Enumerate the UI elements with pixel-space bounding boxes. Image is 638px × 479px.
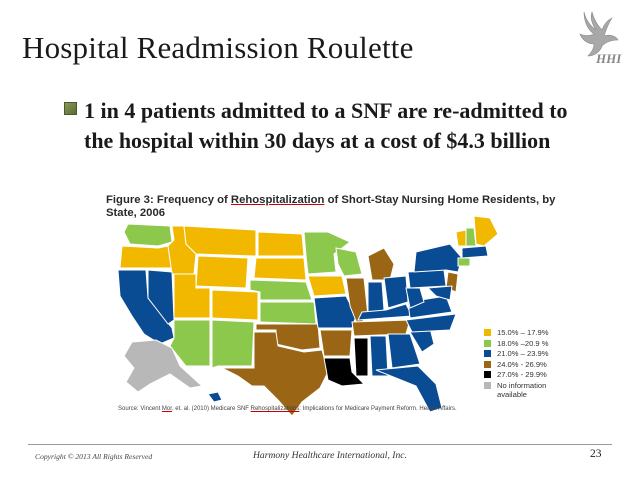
figure-source: Source: Vincent Mor, et. al. (2010) Medi… — [118, 406, 538, 413]
legend-label: 15.0% – 17.9% — [497, 328, 549, 337]
legend-label: No information available — [497, 380, 547, 399]
footer-company: Harmony Healthcare International, Inc. — [253, 450, 407, 461]
state-pennsylvania — [407, 269, 447, 289]
state-north-dakota — [257, 231, 305, 257]
legend-item: 21.0% – 23.9% — [484, 349, 594, 360]
state-michigan — [367, 247, 395, 281]
state-mississippi — [353, 337, 369, 377]
state-north-carolina — [405, 313, 457, 333]
legend-label: 24.0% - 26.9% — [497, 359, 547, 369]
state-ohio — [383, 275, 409, 309]
source-highlight-2: Rehospitalizations — [250, 406, 300, 412]
source-part-3: : Implications for Medicare Payment Refo… — [299, 406, 457, 412]
footer-copyright: Copyright © 2013 All Rights Reserved — [35, 452, 153, 461]
state-indiana — [367, 281, 385, 315]
bullet-square-icon — [64, 102, 77, 115]
state-new-mexico — [211, 319, 255, 369]
state-maryland — [426, 285, 453, 301]
legend-item: 27.0% - 29.9% — [484, 370, 594, 381]
state-iowa — [307, 275, 347, 297]
state-texas — [221, 331, 329, 416]
state-nebraska — [249, 279, 313, 301]
state-georgia — [387, 333, 421, 369]
caption-part-1: Figure 3: Frequency of — [106, 194, 231, 206]
caption-highlight: Rehospitalization — [230, 194, 325, 206]
state-colorado — [211, 289, 259, 321]
source-part-1: Source: Vincent — [118, 406, 162, 412]
state-wyoming — [195, 255, 249, 289]
state-arizona — [169, 319, 211, 367]
legend-label: 18.0% –20.9 % — [497, 338, 549, 348]
state-new-york — [413, 243, 463, 273]
state-oregon — [119, 245, 173, 269]
state-maine — [473, 216, 499, 247]
state-new-hampshire — [465, 227, 477, 247]
state-alaska — [123, 339, 204, 393]
bullet-text: 1 in 4 patients admitted to a SNF are re… — [84, 98, 568, 153]
state-minnesota — [303, 231, 351, 275]
state-louisiana — [323, 357, 366, 387]
legend-swatch — [484, 360, 491, 368]
us-state-map — [117, 216, 499, 416]
source-highlight-1: Mor — [161, 406, 172, 412]
map-legend: 15.0% – 17.9% 18.0% –20.9 % 21.0% – 23.9… — [484, 328, 594, 399]
slide-title: Hospital Readmission Roulette — [22, 30, 414, 65]
footer-divider — [28, 444, 612, 445]
legend-item: 18.0% –20.9 % — [484, 339, 594, 350]
page-number: 23 — [590, 448, 602, 460]
state-kansas — [259, 301, 317, 325]
state-wisconsin — [335, 247, 363, 277]
state-california — [117, 269, 175, 345]
caption-part-2: of Short-Stay Nursing Home Residents, by… — [106, 194, 556, 219]
state-vermont — [455, 229, 467, 247]
legend-swatch — [484, 381, 491, 389]
state-massachusetts — [461, 245, 489, 259]
logo-text: HHI — [595, 51, 622, 66]
legend-swatch — [484, 329, 491, 336]
state-montana — [183, 225, 257, 257]
legend-item: No information available — [484, 381, 594, 399]
state-south-dakota — [253, 257, 307, 281]
state-hawaii — [207, 391, 223, 403]
legend-swatch — [484, 339, 491, 347]
rehospitalization-figure: Figure 3: Frequency of Rehospitalization… — [106, 194, 586, 416]
state-washington — [123, 223, 173, 247]
state-nevada — [147, 269, 175, 325]
legend-item: 15.0% – 17.9% — [484, 328, 594, 339]
source-part-2: , et. al. (2010) Medicare SNF — [171, 406, 251, 412]
state-florida — [375, 365, 443, 413]
legend-label: 27.0% - 29.9% — [497, 370, 547, 379]
legend-swatch — [484, 371, 491, 378]
legend-label: 21.0% – 23.9% — [497, 349, 549, 358]
state-connecticut — [457, 257, 471, 267]
figure-caption: Figure 3: Frequency of Rehospitalization… — [106, 194, 566, 220]
legend-item: 24.0% - 26.9% — [484, 360, 594, 371]
state-arkansas — [319, 329, 353, 357]
dove-logo-icon: HHI — [579, 10, 622, 66]
state-utah — [173, 273, 211, 319]
legend-swatch — [484, 350, 491, 357]
state-alabama — [369, 335, 389, 377]
